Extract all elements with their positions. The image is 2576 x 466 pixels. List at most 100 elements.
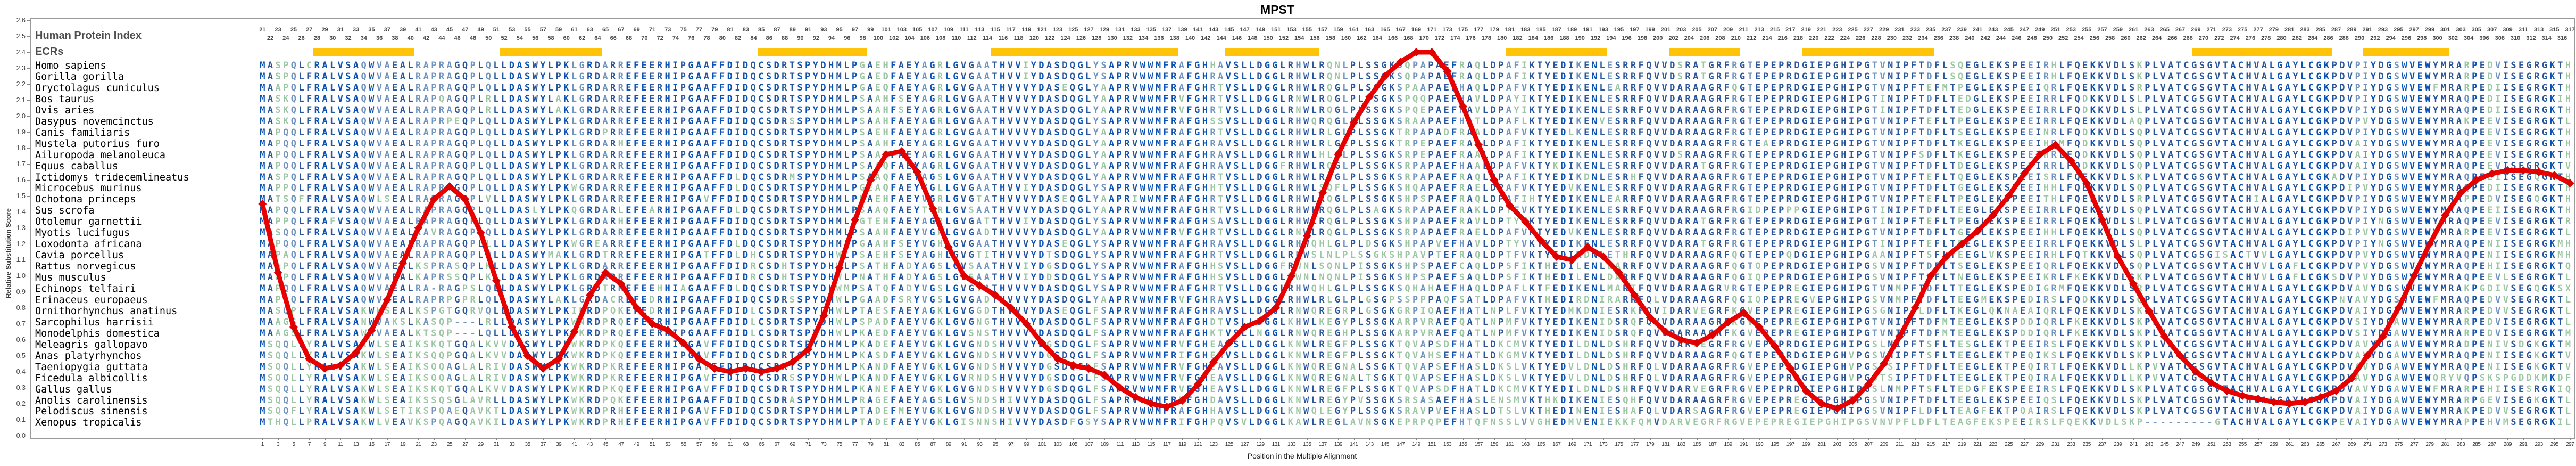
ruler-number: 72 <box>657 35 663 42</box>
residue: W <box>369 183 375 194</box>
residue: P <box>1856 194 1862 205</box>
residue: P <box>1786 205 1792 216</box>
residue: T <box>1747 93 1753 104</box>
residue: Q <box>2464 205 2470 216</box>
residue: I <box>735 216 741 227</box>
residue: N <box>1591 104 1597 116</box>
species-name: Xenopus tropicalis <box>35 417 142 429</box>
residue: R <box>1287 205 1293 216</box>
residue: F <box>633 171 639 183</box>
residue: E <box>2027 93 2033 104</box>
residue: E <box>875 194 881 205</box>
residue: L <box>547 205 554 216</box>
residue: Q <box>883 183 888 194</box>
residue: Y <box>1514 104 1519 116</box>
ruler-number: 38 <box>392 35 398 42</box>
residue: I <box>1848 127 1855 138</box>
species-name: Ictidomys tridecemlineatus <box>35 171 189 183</box>
residue: P <box>1350 82 1356 93</box>
residue: G <box>2316 82 2322 93</box>
residue: F <box>633 205 639 216</box>
residue: D <box>1669 82 1675 93</box>
residue: R <box>438 82 445 93</box>
residue: D <box>1257 160 1262 171</box>
residue: R <box>438 71 445 82</box>
residue: D <box>820 171 826 183</box>
residue: Q <box>1069 160 1076 171</box>
residue: D <box>2113 71 2119 82</box>
residue: F <box>306 205 312 216</box>
residue: A <box>1420 60 1426 71</box>
residue: A <box>1677 138 1683 149</box>
residue: D <box>1926 60 1932 71</box>
residue: T <box>1537 82 1543 93</box>
residue: A <box>921 149 927 160</box>
residue: D <box>1560 160 1566 171</box>
residue: R <box>2448 160 2454 171</box>
residue: G <box>1264 194 1270 205</box>
residue: Q <box>462 71 468 82</box>
residue: P <box>1412 127 1418 138</box>
residue: P <box>1825 171 1831 183</box>
residue: P <box>1856 205 1862 216</box>
residue: G <box>953 82 959 93</box>
residue: R <box>587 82 593 93</box>
residue: S <box>2199 82 2205 93</box>
residue: Y <box>540 71 546 82</box>
residue: A <box>446 149 452 160</box>
residue: V <box>2214 93 2221 104</box>
residue: L <box>478 138 484 149</box>
residue: R <box>1630 149 1636 160</box>
ruler-number: 58 <box>547 35 554 42</box>
residue: H <box>2043 138 2049 149</box>
residue: R <box>782 227 787 239</box>
residue: D <box>1560 104 1566 116</box>
residue: G <box>579 149 585 160</box>
ruler-number: 165 <box>1380 27 1390 33</box>
residue: Y <box>2370 194 2376 205</box>
residue: H <box>1295 138 1301 149</box>
residue: S <box>1373 138 1380 149</box>
residue: V <box>376 60 383 71</box>
residue: R <box>1716 160 1722 171</box>
residue: P <box>1350 216 1356 227</box>
residue: R <box>1685 171 1691 183</box>
residue: G <box>2541 93 2548 104</box>
residue: A <box>400 205 405 216</box>
residue: G <box>688 160 694 171</box>
residue: A <box>1677 160 1683 171</box>
residue: A <box>649 205 655 216</box>
residue: R <box>587 205 593 216</box>
residue: D <box>1560 71 1566 82</box>
ruler-number: 123 <box>1052 27 1063 33</box>
residue: S <box>1366 205 1372 216</box>
residue: G <box>579 93 585 104</box>
residue: T <box>1950 104 1956 116</box>
residue: E <box>1989 183 1995 194</box>
residue: P <box>1763 82 1769 93</box>
residue: E <box>2487 216 2493 227</box>
residue: P <box>680 138 686 149</box>
residue: L <box>493 227 499 239</box>
residue: S <box>1233 71 1239 82</box>
residue: M <box>836 82 842 93</box>
residue: V <box>1880 60 1885 71</box>
residue: V <box>1225 60 1231 71</box>
residue: W <box>2402 60 2407 71</box>
residue: D <box>727 104 733 116</box>
residue: Y <box>540 160 546 171</box>
residue: T <box>1747 104 1753 116</box>
residue: S <box>766 171 772 183</box>
residue: D <box>1490 171 1496 183</box>
residue: K <box>2090 60 2096 71</box>
residue: G <box>953 227 959 239</box>
residue: E <box>2518 82 2524 93</box>
residue: A <box>1435 104 1442 116</box>
ruler-number: 275 <box>2238 27 2248 33</box>
residue: G <box>1194 71 1200 82</box>
residue: R <box>618 227 624 239</box>
residue: Q <box>485 216 492 227</box>
residue: M <box>1155 227 1161 239</box>
residue: A <box>384 138 390 149</box>
residue: D <box>2339 82 2345 93</box>
